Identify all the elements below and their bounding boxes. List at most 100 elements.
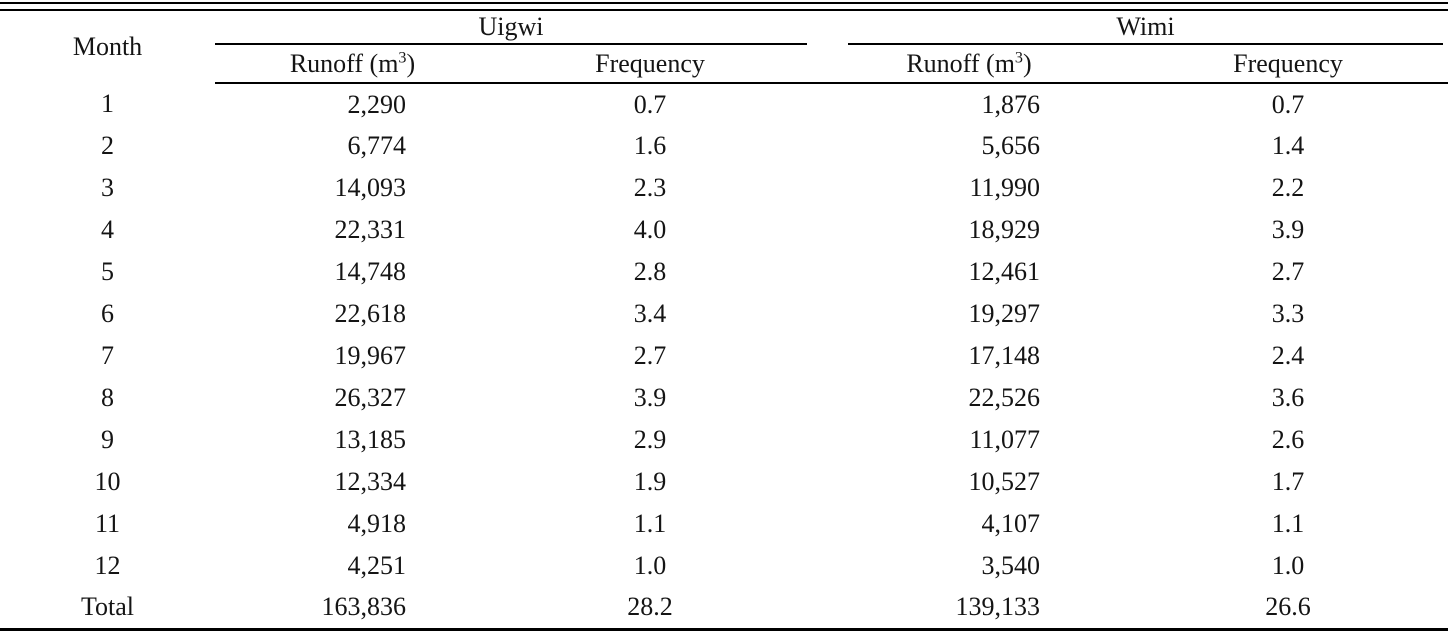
runoff-header-text: Runoff (m <box>906 48 1015 78</box>
wimi-runoff-cell: 4,107 <box>981 509 1041 538</box>
runoff-header-suffix: ) <box>406 48 416 78</box>
uigwi-runoff-cell: 22,331 <box>334 215 407 244</box>
wimi-frequency-cell: 1.1 <box>1271 509 1305 538</box>
uigwi-frequency-cell: 2.8 <box>633 257 667 286</box>
month-cell: 2 <box>101 131 114 160</box>
uigwi-frequency-cell: 2.7 <box>633 341 667 370</box>
table-row: 6 22,618 3.4 19,297 3.3 <box>0 293 1448 335</box>
month-cell: 7 <box>101 341 114 370</box>
wimi-runoff-cell: 11,990 <box>969 173 1040 202</box>
table-row: 2 6,774 1.6 5,656 1.4 <box>0 125 1448 167</box>
table-row: 3 14,093 2.3 11,990 2.2 <box>0 167 1448 209</box>
wimi-runoff-cell: 17,148 <box>968 341 1041 370</box>
uigwi-group-label: Uigwi <box>478 12 544 41</box>
wimi-frequency-total-cell: 26.6 <box>1265 592 1311 622</box>
wimi-frequency-column-header: Frequency <box>1128 45 1448 84</box>
uigwi-runoff-cell: 13,185 <box>334 425 407 454</box>
wimi-runoff-total-cell: 139,133 <box>955 592 1041 622</box>
uigwi-frequency-column-header: Frequency <box>490 45 810 84</box>
uigwi-frequency-cell: 1.1 <box>633 509 667 538</box>
table-row: 10 12,334 1.9 10,527 1.7 <box>0 461 1448 503</box>
wimi-frequency-cell: 1.0 <box>1271 551 1305 580</box>
runoff-header-suffix: ) <box>1022 48 1032 78</box>
sub-header-row: Runoff (m3) Frequency Runoff (m3) Freque… <box>0 45 1448 84</box>
month-cell: 1 <box>101 89 114 118</box>
table-row: 12 4,251 1.0 3,540 1.0 <box>0 545 1448 587</box>
wimi-runoff-cell: 19,297 <box>968 299 1041 328</box>
uigwi-runoff-cell: 19,967 <box>334 341 407 370</box>
uigwi-frequency-cell: 3.4 <box>633 299 667 328</box>
uigwi-frequency-cell: 1.9 <box>633 467 667 496</box>
total-row: Total 163,836 28.2 139,133 26.6 <box>0 587 1448 629</box>
month-cell: 4 <box>101 215 114 244</box>
wimi-group-header: Wimi <box>810 11 1448 45</box>
wimi-frequency-cell: 3.6 <box>1271 383 1305 412</box>
table-header: Month Uigwi Wimi Runoff (m3) Frequency R… <box>0 11 1448 84</box>
uigwi-frequency-cell: 1.0 <box>633 551 667 580</box>
monthly-runoff-table: Month Uigwi Wimi Runoff (m3) Frequency R… <box>0 11 1448 631</box>
table-row: 7 19,967 2.7 17,148 2.4 <box>0 335 1448 377</box>
wimi-frequency-cell: 3.9 <box>1271 215 1305 244</box>
uigwi-runoff-cell: 22,618 <box>334 299 407 328</box>
total-label-cell: Total <box>80 592 135 622</box>
month-cell: 8 <box>101 383 114 412</box>
runoff-header-superscript: 3 <box>398 48 407 66</box>
top-double-rule <box>0 2 1448 11</box>
uigwi-runoff-cell: 14,748 <box>334 257 407 286</box>
group-header-row: Month Uigwi Wimi <box>0 11 1448 61</box>
table-row: 5 14,748 2.8 12,461 2.7 <box>0 251 1448 293</box>
wimi-runoff-cell: 5,656 <box>981 131 1041 160</box>
uigwi-runoff-cell: 12,334 <box>334 467 407 496</box>
month-cell: 5 <box>101 257 114 286</box>
uigwi-frequency-cell: 0.7 <box>633 89 667 119</box>
wimi-runoff-column-header: Runoff (m3) <box>810 45 1128 84</box>
wimi-frequency-cell: 2.4 <box>1271 341 1305 370</box>
uigwi-frequency-total-cell: 28.2 <box>627 592 673 622</box>
month-cell: 11 <box>94 509 121 538</box>
runoff-header-text: Runoff (m <box>289 48 399 78</box>
uigwi-frequency-cell: 1.6 <box>633 131 667 160</box>
table-row: 8 26,327 3.9 22,526 3.6 <box>0 377 1448 419</box>
wimi-frequency-cell: 1.7 <box>1271 467 1305 496</box>
wimi-frequency-cell: 2.2 <box>1271 173 1305 202</box>
month-column-header: Month <box>72 32 143 61</box>
table-row: 1 2,290 0.7 1,876 0.7 <box>0 83 1448 125</box>
wimi-frequency-cell: 1.4 <box>1271 131 1305 160</box>
wimi-frequency-cell: 0.7 <box>1271 89 1305 119</box>
uigwi-runoff-total-cell: 163,836 <box>321 592 407 622</box>
month-cell: 9 <box>101 425 114 454</box>
table-row: 9 13,185 2.9 11,077 2.6 <box>0 419 1448 461</box>
month-cell: 3 <box>101 173 114 202</box>
runoff-header-superscript: 3 <box>1014 48 1023 66</box>
wimi-runoff-cell: 10,527 <box>968 467 1041 496</box>
wimi-runoff-cell: 3,540 <box>981 551 1041 580</box>
uigwi-runoff-cell: 2,290 <box>347 89 407 119</box>
table-row: 11 4,918 1.1 4,107 1.1 <box>0 503 1448 545</box>
wimi-runoff-cell: 18,929 <box>968 215 1041 244</box>
uigwi-runoff-cell: 6,774 <box>347 131 407 160</box>
wimi-frequency-cell: 2.7 <box>1271 257 1305 286</box>
wimi-group-label: Wimi <box>1116 12 1175 41</box>
wimi-frequency-cell: 2.6 <box>1271 425 1305 454</box>
uigwi-runoff-cell: 4,918 <box>347 509 407 538</box>
wimi-runoff-cell: 22,526 <box>968 383 1041 412</box>
wimi-runoff-cell: 12,461 <box>968 257 1041 286</box>
uigwi-frequency-cell: 2.9 <box>633 425 667 454</box>
uigwi-runoff-cell: 14,093 <box>334 173 407 202</box>
uigwi-frequency-cell: 4.0 <box>633 215 667 244</box>
uigwi-runoff-column-header: Runoff (m3) <box>215 45 490 84</box>
wimi-runoff-cell: 11,077 <box>969 425 1040 454</box>
table-row: 4 22,331 4.0 18,929 3.9 <box>0 209 1448 251</box>
wimi-frequency-cell: 3.3 <box>1271 299 1305 328</box>
wimi-runoff-cell: 1,876 <box>981 89 1041 119</box>
uigwi-group-header: Uigwi <box>215 11 810 45</box>
month-cell: 6 <box>101 299 114 328</box>
uigwi-frequency-cell: 2.3 <box>633 173 667 202</box>
month-cell: 10 <box>94 467 121 496</box>
uigwi-runoff-cell: 26,327 <box>334 383 407 412</box>
uigwi-frequency-cell: 3.9 <box>633 383 667 412</box>
month-cell: 12 <box>94 551 121 580</box>
uigwi-runoff-cell: 4,251 <box>347 551 407 580</box>
table-body: 1 2,290 0.7 1,876 0.7 2 6,774 1.6 5,656 … <box>0 83 1448 629</box>
